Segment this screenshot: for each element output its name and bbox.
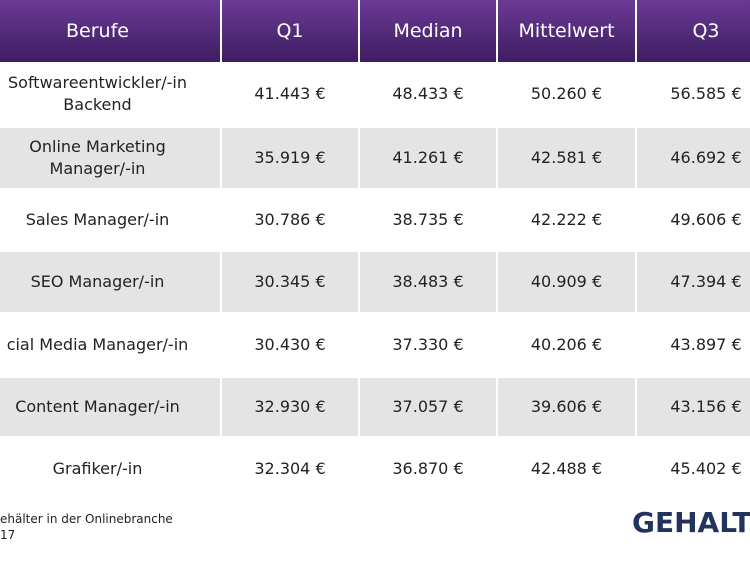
cell-text: 47.394 € bbox=[670, 272, 742, 291]
cell-text: 50.260 € bbox=[530, 84, 603, 103]
table-cell: 30.786 € bbox=[222, 190, 358, 250]
footer-line: 17 bbox=[0, 528, 16, 542]
cell-text: 42.581 € bbox=[530, 148, 603, 167]
header-cell: Median bbox=[360, 0, 496, 62]
cell-text: 30.345 € bbox=[254, 272, 326, 291]
table-cell: 37.330 € bbox=[360, 314, 496, 376]
footer-line: ehälter in der Onlinebranche bbox=[0, 512, 173, 526]
cell-text: 43.897 € bbox=[670, 335, 742, 354]
cell-text: 49.606 € bbox=[670, 210, 742, 229]
table-cell: 47.394 € bbox=[637, 252, 750, 312]
table-cell: Sales Manager/-in bbox=[0, 190, 220, 250]
cell-text: 35.919 € bbox=[254, 148, 326, 167]
table-cell: 32.930 € bbox=[222, 378, 358, 436]
table-cell: 41.261 € bbox=[360, 128, 496, 188]
cell-text: Manager/-in bbox=[49, 159, 146, 178]
table-cell: 43.156 € bbox=[637, 378, 750, 436]
cell-text: 48.433 € bbox=[392, 84, 464, 103]
cell-text: 37.057 € bbox=[392, 397, 464, 416]
cell-text: 32.304 € bbox=[254, 459, 326, 478]
table-cell: 30.345 € bbox=[222, 252, 358, 312]
table-cell: 42.222 € bbox=[498, 190, 635, 250]
table-cell: 42.581 € bbox=[498, 128, 635, 188]
table-cell: 39.606 € bbox=[498, 378, 635, 436]
cell-text: Sales Manager/-in bbox=[25, 210, 170, 229]
cell-text: 36.870 € bbox=[392, 459, 464, 478]
cell-text: 30.430 € bbox=[254, 335, 326, 354]
header-cell: Q1 bbox=[222, 0, 358, 62]
table-cell: 56.585 € bbox=[637, 62, 750, 126]
table-cell: 40.206 € bbox=[498, 314, 635, 376]
table-cell: 43.897 € bbox=[637, 314, 750, 376]
cell-text: 45.402 € bbox=[670, 459, 742, 478]
cell-text: Q3 bbox=[692, 20, 720, 42]
table-cell: 50.260 € bbox=[498, 62, 635, 126]
cell-text: Median bbox=[393, 20, 463, 42]
table-cell: 49.606 € bbox=[637, 190, 750, 250]
table-cell: 32.304 € bbox=[222, 438, 358, 500]
table-cell: Grafiker/-in bbox=[0, 438, 220, 500]
cell-text: 38.483 € bbox=[392, 272, 464, 291]
table-cell: SEO Manager/-in bbox=[0, 252, 220, 312]
cell-text: 43.156 € bbox=[670, 397, 742, 416]
cell-text: 37.330 € bbox=[392, 335, 464, 354]
cell-text: Online Marketing bbox=[29, 137, 166, 156]
table-cell: 38.483 € bbox=[360, 252, 496, 312]
cell-text: SEO Manager/-in bbox=[30, 272, 165, 291]
header-cell: Q3 bbox=[637, 0, 750, 62]
cell-text: Berufe bbox=[66, 20, 129, 42]
cell-text: Q1 bbox=[276, 20, 304, 42]
cell-text: cial Media Manager/-in bbox=[6, 335, 189, 354]
cell-text: 46.692 € bbox=[670, 148, 742, 167]
cell-text: 56.585 € bbox=[670, 84, 742, 103]
cell-text: 41.261 € bbox=[392, 148, 464, 167]
cell-text: 32.930 € bbox=[254, 397, 326, 416]
table-cell: 46.692 € bbox=[637, 128, 750, 188]
logo: GEHALT.d bbox=[632, 506, 750, 539]
table-cell: Softwareentwickler/-in Backend bbox=[0, 62, 220, 126]
table-cell: 35.919 € bbox=[222, 128, 358, 188]
cell-text: Mittelwert bbox=[518, 20, 615, 42]
table-cell: 41.443 € bbox=[222, 62, 358, 126]
table-cell: 37.057 € bbox=[360, 378, 496, 436]
table-cell: 36.870 € bbox=[360, 438, 496, 500]
cell-text: 40.206 € bbox=[530, 335, 603, 354]
table-cell: 30.430 € bbox=[222, 314, 358, 376]
cell-text: 42.488 € bbox=[530, 459, 603, 478]
table-cell: 45.402 € bbox=[637, 438, 750, 500]
cell-text: 40.909 € bbox=[530, 272, 603, 291]
table-cell: 40.909 € bbox=[498, 252, 635, 312]
cell-text: 41.443 € bbox=[254, 84, 326, 103]
cell-text: 42.222 € bbox=[530, 210, 603, 229]
cell-text: 30.786 € bbox=[254, 210, 326, 229]
cell-text: Content Manager/-in bbox=[15, 397, 180, 416]
cell-text: 38.735 € bbox=[392, 210, 464, 229]
cell-text: Backend bbox=[63, 95, 132, 114]
table-cell: 48.433 € bbox=[360, 62, 496, 126]
cell-text: Grafiker/-in bbox=[52, 459, 143, 478]
cell-text: Softwareentwickler/-in bbox=[8, 73, 187, 92]
table-cell: 38.735 € bbox=[360, 190, 496, 250]
cell-text: 39.606 € bbox=[530, 397, 603, 416]
table-cell: cial Media Manager/-in bbox=[0, 314, 220, 376]
header-cell: Mittelwert bbox=[498, 0, 635, 62]
table-cell: Online Marketing Manager/-in bbox=[0, 128, 220, 188]
table-cell: 42.488 € bbox=[498, 438, 635, 500]
table-cell: Content Manager/-in bbox=[0, 378, 220, 436]
header-cell: Berufe bbox=[0, 0, 220, 62]
